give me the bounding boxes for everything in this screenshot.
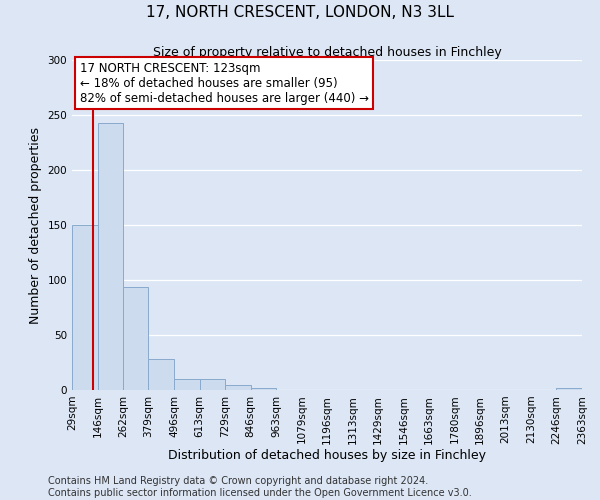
Bar <box>200 379 225 390</box>
Bar <box>225 384 251 390</box>
Text: 17 NORTH CRESCENT: 123sqm
← 18% of detached houses are smaller (95)
82% of semi-: 17 NORTH CRESCENT: 123sqm ← 18% of detac… <box>80 62 368 104</box>
Bar <box>251 388 276 390</box>
Bar <box>174 379 200 390</box>
X-axis label: Distribution of detached houses by size in Finchley: Distribution of detached houses by size … <box>168 449 486 462</box>
Bar <box>123 286 148 390</box>
Bar <box>148 359 174 390</box>
Text: Contains HM Land Registry data © Crown copyright and database right 2024.
Contai: Contains HM Land Registry data © Crown c… <box>48 476 472 498</box>
Text: 17, NORTH CRESCENT, LONDON, N3 3LL: 17, NORTH CRESCENT, LONDON, N3 3LL <box>146 5 454 20</box>
Bar <box>98 122 123 390</box>
Bar <box>556 388 582 390</box>
Y-axis label: Number of detached properties: Number of detached properties <box>29 126 42 324</box>
Title: Size of property relative to detached houses in Finchley: Size of property relative to detached ho… <box>152 46 502 59</box>
Bar <box>72 225 98 390</box>
